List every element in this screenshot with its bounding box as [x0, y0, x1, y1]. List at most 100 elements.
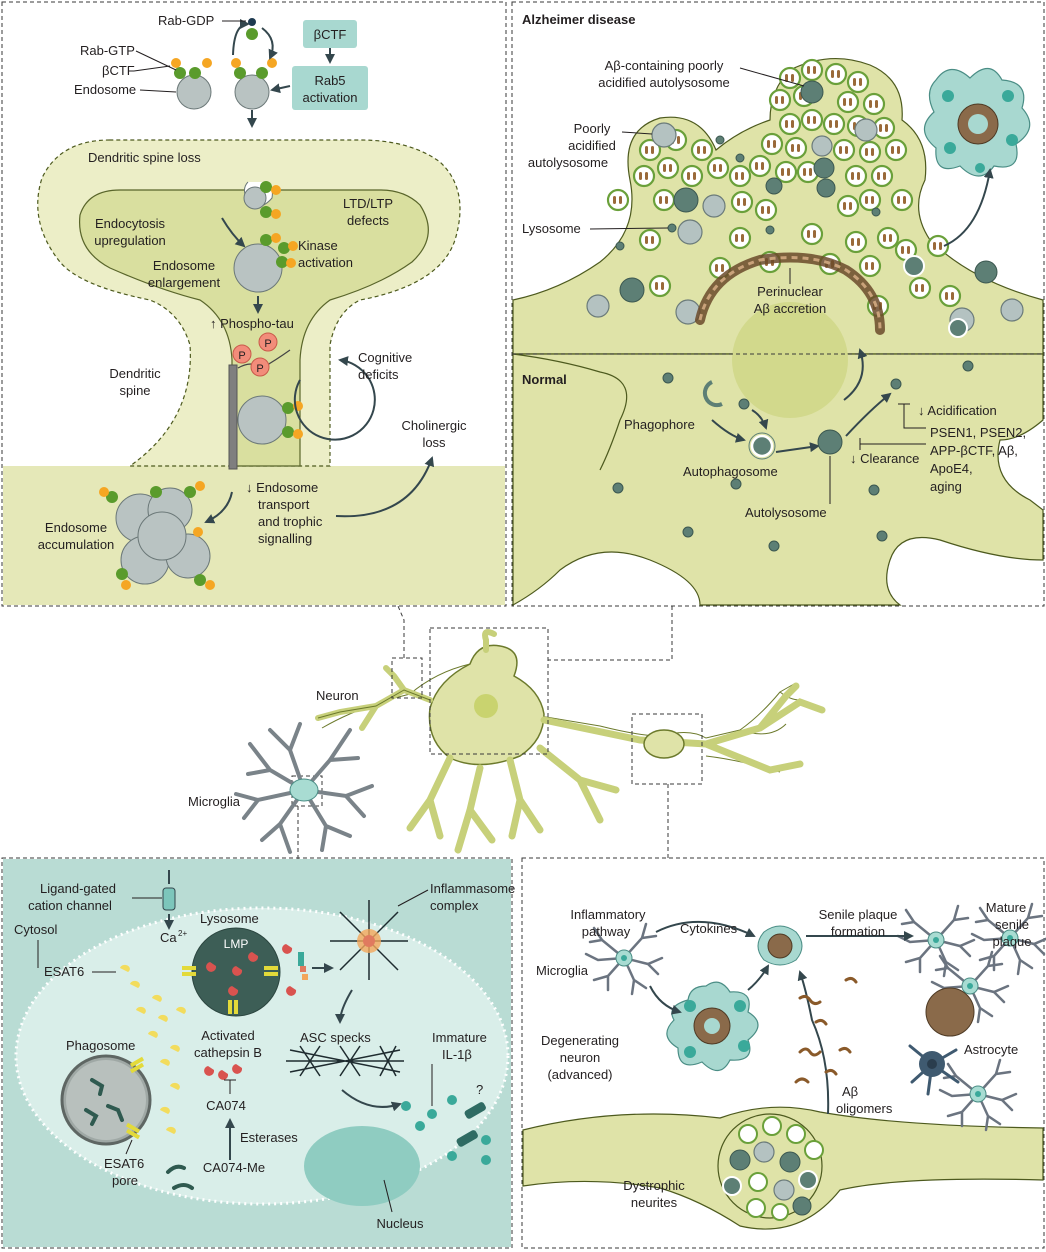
ca-label: Ca: [160, 930, 177, 945]
astrocyte-label: Astrocyte: [964, 1042, 1018, 1057]
ad-title: Alzheimer disease: [522, 12, 635, 27]
acidification-label: ↓ Acidification: [918, 403, 997, 418]
endosome-panel-art: [3, 139, 505, 605]
factors-label-4: aging: [930, 479, 962, 494]
channel-label-2: cation channel: [28, 898, 112, 913]
neuron-label: Neuron: [316, 688, 359, 703]
mature-label-2: senile: [995, 917, 1029, 932]
dystrophic-label-2: neurites: [631, 1195, 678, 1210]
microglia-label: Microglia: [188, 794, 241, 809]
cytosol-label: Cytosol: [14, 922, 57, 937]
cognitive-label-2: deficits: [358, 367, 399, 382]
factors-label: PSEN1, PSEN2,: [930, 425, 1026, 440]
immature-label: Immature: [432, 1030, 487, 1045]
lysosome-panel-art: Ligand-gated cation channel Cytosol Ca 2…: [3, 859, 515, 1247]
mature-label-3: plaque: [992, 934, 1031, 949]
rab5-box: [292, 66, 368, 110]
kinase-label: Kinase: [298, 238, 338, 253]
poorly-label: Poorly: [574, 121, 611, 136]
normal-title: Normal: [522, 372, 567, 387]
lysosome-label: Lysosome: [200, 911, 259, 926]
bctf-box: [303, 20, 357, 48]
panel-plaque: [521, 857, 1045, 1249]
degenerating-label-2: neuron: [560, 1050, 600, 1065]
enlargement-label-2: enlargement: [148, 275, 221, 290]
normal-autophagy: Normal Phagophore Autophagosome Autolyso…: [522, 348, 1026, 552]
rab-labels: Rab-GDP Rab-GTP βCTF Endosome: [74, 13, 246, 97]
p-badge-3: P: [256, 363, 263, 375]
rab5-label-2: activation: [303, 90, 358, 105]
rab-gtp-label: Rab-GTP: [80, 43, 135, 58]
rab-gdp-label: Rab-GDP: [158, 13, 214, 28]
oligomers-label: Aβ: [842, 1084, 858, 1099]
ca-sup: 2+: [178, 929, 187, 938]
cholinergic-label-2: loss: [422, 435, 446, 450]
p-badge-1: P: [238, 350, 245, 362]
cathepsin-label: Activated: [201, 1028, 254, 1043]
panel-lysosome: [1, 857, 513, 1249]
inflammasome-label: Inflammasome: [430, 881, 515, 896]
abeta-autolysosome-label-2: acidified autolysosome: [598, 75, 730, 90]
rab-cycle: βCTF Rab5 activation: [171, 18, 368, 128]
ca074me-label: CA074-Me: [203, 1160, 265, 1175]
spine-contents: Dendritic spine loss Endocytosis upregul…: [88, 150, 412, 470]
cytokines-label: Cytokines: [680, 921, 738, 936]
rab5-label: Rab5: [314, 73, 345, 88]
question-label: ?: [476, 1082, 483, 1097]
esat6-pore-label-2: pore: [112, 1173, 138, 1188]
microglia-label-2: Microglia: [536, 963, 589, 978]
abeta-autolysosome-label: Aβ-containing poorly: [605, 58, 724, 73]
esat6-pore-label: ESAT6: [104, 1156, 144, 1171]
transport-label-4: signalling: [258, 531, 312, 546]
autolysosome-label: Autolysosome: [745, 505, 827, 520]
phospho-tau-label: ↑ Phospho-tau: [210, 316, 294, 331]
inflammatory-label-2: pathway: [582, 924, 631, 939]
phagophore-label: Phagophore: [624, 417, 695, 432]
autophagy-cell: [512, 58, 1044, 607]
bctf-box-label: βCTF: [314, 27, 347, 42]
autophagy-labels: Alzheimer disease Aβ-containing poorly a…: [522, 12, 826, 316]
oligomers-label-2: oligomers: [836, 1101, 893, 1116]
lmp-label: LMP: [224, 937, 249, 951]
dendritic-spine-label: Dendritic: [109, 366, 161, 381]
panel-autophagy: [511, 1, 1045, 607]
dendritic-spine-label-2: spine: [119, 383, 150, 398]
clearance-label: ↓ Clearance: [850, 451, 919, 466]
perinuclear-label: Perinuclear: [757, 284, 823, 299]
factors-label-2: APP-βCTF, Aβ,: [930, 443, 1018, 458]
esterases-label: Esterases: [240, 1130, 298, 1145]
ltd-label: LTD/LTP: [343, 196, 393, 211]
asc-label: ASC specks: [300, 1030, 371, 1045]
endocytosis-label: Endocytosis: [95, 216, 166, 231]
transport-label-3: and trophic: [258, 514, 323, 529]
autophagosome-label: Autophagosome: [683, 464, 778, 479]
ad-vesicles: [586, 58, 1024, 338]
senile-label-2: formation: [831, 924, 885, 939]
endosome-accumulation: Cholinergic loss ↓ Endosome transport an…: [38, 418, 467, 590]
nucleus-label: Nucleus: [377, 1216, 424, 1231]
dystrophic-label: Dystrophic: [623, 1178, 685, 1193]
ad-neuron-plaque: [923, 67, 1031, 247]
ltd-label-2: defects: [347, 213, 389, 228]
p-badge-2: P: [264, 338, 271, 350]
esat6-label: ESAT6: [44, 964, 84, 979]
poorly-label-2: acidified: [568, 138, 616, 153]
kinase-label-2: activation: [298, 255, 353, 270]
ca074-label: CA074: [206, 1098, 246, 1113]
panel-endosome: [1, 1, 507, 607]
cholinergic-label: Cholinergic: [401, 418, 467, 433]
phagosome-label: Phagosome: [66, 1038, 135, 1053]
mature-label: Mature: [986, 900, 1026, 915]
poorly-label-3: autolysosome: [528, 155, 608, 170]
plaque-panel-art: Dystrophic neurites Astrocyte Inflammato…: [522, 900, 1046, 1230]
channel-label: Ligand-gated: [40, 881, 116, 896]
degenerating-label-3: (advanced): [547, 1067, 612, 1082]
bctf-label: βCTF: [102, 63, 135, 78]
degenerating-label: Degenerating: [541, 1033, 619, 1048]
lysosome-label: Lysosome: [522, 221, 581, 236]
cathepsin-label-2: cathepsin B: [194, 1045, 262, 1060]
spine-loss-label: Dendritic spine loss: [88, 150, 201, 165]
enlargement-label: Endosome: [153, 258, 215, 273]
accumulation-label-2: accumulation: [38, 537, 115, 552]
